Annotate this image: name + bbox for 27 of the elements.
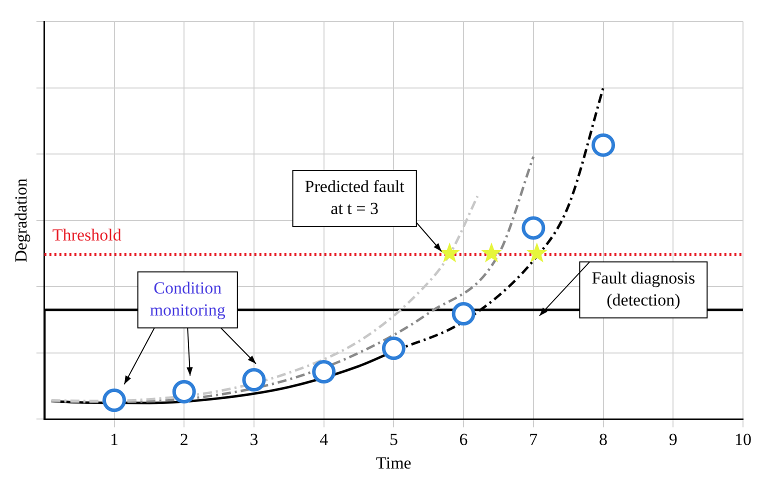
x-tick-label: 8 [599, 430, 608, 449]
annotation: Fault diagnosis (detection) [592, 268, 696, 310]
x-tick-label: 10 [734, 430, 752, 449]
point [172, 380, 196, 404]
x-tick-label: 4 [320, 430, 329, 449]
point [439, 242, 460, 262]
annotation: Condition monitoring [150, 278, 226, 320]
x-tick-label: 5 [389, 430, 398, 449]
point [242, 368, 266, 392]
annotation: Predicted fault at t = 3 [304, 176, 405, 218]
x-tick-label: 3 [250, 430, 258, 449]
x-axis-title: Time [376, 453, 412, 472]
ref-line-label: Threshold [52, 225, 122, 244]
point [382, 336, 406, 360]
point [592, 133, 616, 157]
point [102, 388, 126, 412]
point [481, 242, 502, 262]
point [452, 302, 476, 326]
y-axis-title: Degradation [12, 178, 31, 262]
x-tick-label: 7 [529, 430, 538, 449]
point [526, 242, 548, 262]
point [522, 216, 546, 240]
point [312, 360, 336, 384]
x-tick-label: 1 [110, 430, 119, 449]
x-tick-label: 9 [668, 430, 678, 449]
x-tick-label: 6 [459, 430, 468, 449]
x-tick-label: 2 [180, 430, 188, 449]
